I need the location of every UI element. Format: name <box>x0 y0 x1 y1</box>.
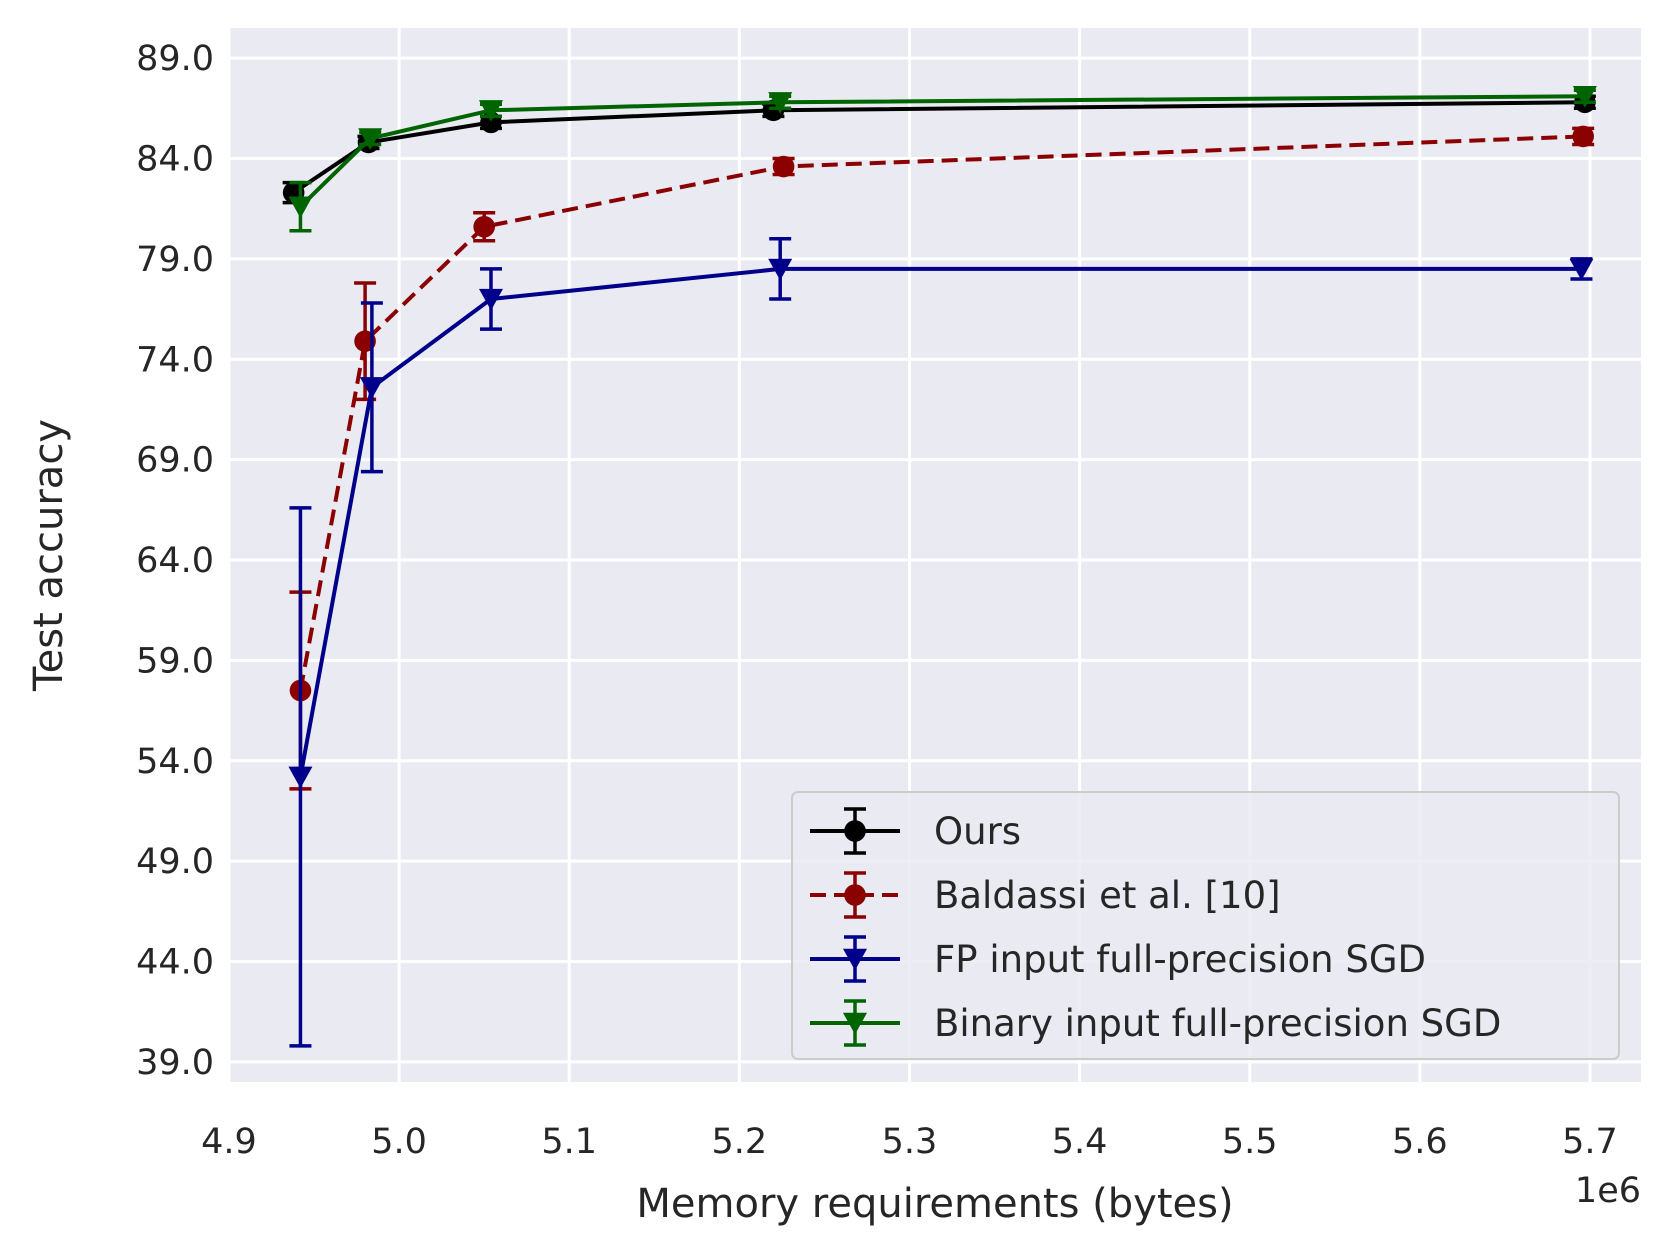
tick-labels: 4.9 5.0 5.1 5.2 5.3 5.4 5.5 5.6 5.7 39.0 44.0 49.0 5… <box>136 39 1618 1162</box>
x-tick-label: 5.1 <box>541 1122 597 1162</box>
y-axis-title: Test accuracy <box>26 419 72 692</box>
y-tick-label: 79.0 <box>136 240 214 280</box>
data-point <box>1569 258 1594 281</box>
legend-box <box>791 791 1620 1060</box>
data-point <box>288 196 313 219</box>
data-point <box>288 766 313 789</box>
legend-item: Binary input full-precision SGD <box>810 999 1501 1047</box>
legend: Ours Baldassi et al. [10] FP input full-pr… <box>791 791 1620 1060</box>
data-point <box>478 288 503 311</box>
y-tick-label: 74.0 <box>136 340 214 380</box>
x-tick-label: 5.7 <box>1562 1122 1618 1162</box>
x-tick-label: 5.0 <box>371 1122 427 1162</box>
x-tick-label: 5.4 <box>1052 1122 1108 1162</box>
x-axis-title: Memory requirements (bytes) <box>636 1181 1233 1227</box>
data-point <box>844 820 866 842</box>
series-3 <box>288 86 1597 233</box>
y-tick-label: 39.0 <box>136 1043 214 1083</box>
legend-item: Ours <box>810 807 1021 855</box>
y-tick-label: 89.0 <box>136 39 214 79</box>
series-layer <box>282 86 1597 1048</box>
data-point <box>843 1012 867 1035</box>
data-point <box>768 258 793 281</box>
data-point <box>358 128 383 150</box>
x-tick-label: 5.3 <box>882 1122 938 1162</box>
legend-label: Binary input full-precision SGD <box>934 1002 1501 1045</box>
data-point <box>473 215 495 238</box>
x-tick-label: 5.6 <box>1392 1122 1448 1162</box>
data-point <box>478 100 503 122</box>
x-axis-offset-label: 1e6 <box>1575 1171 1641 1211</box>
y-tick-label: 64.0 <box>136 541 214 581</box>
series-2 <box>288 237 1594 1048</box>
data-point <box>844 884 866 906</box>
x-tick-label: 5.2 <box>712 1122 768 1162</box>
x-tick-label: 5.5 <box>1222 1122 1278 1162</box>
series-line <box>298 134 1584 691</box>
data-point <box>843 948 867 971</box>
data-point <box>1572 86 1597 108</box>
legend-item: Baldassi et al. [10] <box>810 871 1281 919</box>
legend-label: FP input full-precision SGD <box>934 938 1426 981</box>
y-tick-label: 59.0 <box>136 641 214 681</box>
data-point <box>772 155 795 178</box>
legend-label: Ours <box>934 810 1021 853</box>
legend-item: FP input full-precision SGD <box>810 935 1426 983</box>
data-point <box>359 377 384 399</box>
x-tick-label: 4.9 <box>201 1122 257 1162</box>
y-tick-label: 49.0 <box>136 842 214 882</box>
y-tick-label: 84.0 <box>136 139 214 179</box>
y-tick-label: 69.0 <box>136 441 214 481</box>
legend-label: Baldassi et al. [10] <box>934 874 1281 917</box>
y-tick-label: 44.0 <box>136 943 214 983</box>
data-point <box>768 92 793 114</box>
y-tick-label: 54.0 <box>136 742 214 782</box>
data-point <box>1572 125 1594 148</box>
